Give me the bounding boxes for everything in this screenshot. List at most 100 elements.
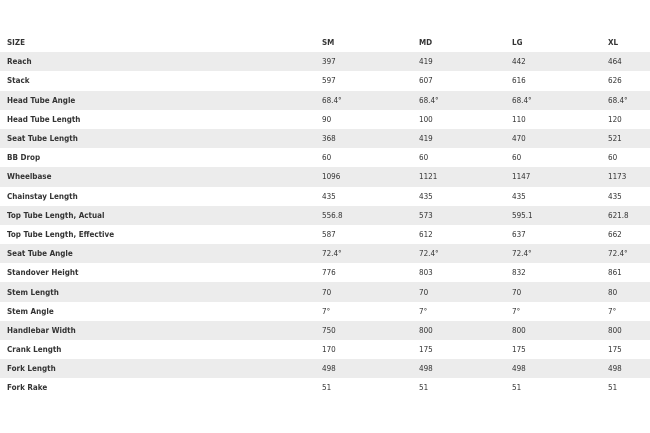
value-xl: 521: [608, 134, 622, 144]
row-label: Chainstay Length: [7, 191, 78, 201]
value-md: 70: [419, 287, 429, 297]
table-row: Head Tube Length 90 100 110 120: [0, 110, 650, 129]
table-row: Chainstay Length 435 435 435 435: [0, 187, 650, 206]
value-md: 419: [419, 57, 433, 67]
value-md: 175: [419, 345, 433, 355]
value-md: 68.4°: [419, 95, 439, 105]
value-sm: 435: [322, 191, 336, 201]
value-sm: 1096: [322, 172, 341, 182]
value-xl: 626: [608, 76, 622, 86]
table-row: Stack 597 607 616 626: [0, 71, 650, 90]
value-md: 803: [419, 268, 433, 278]
value-sm: 556.8: [322, 210, 343, 220]
value-lg: 68.4°: [512, 95, 532, 105]
value-md: 51: [419, 383, 429, 393]
value-lg: 1147: [512, 172, 531, 182]
value-lg: 72.4°: [512, 249, 532, 259]
value-xl: 120: [608, 114, 622, 124]
value-lg: 51: [512, 383, 522, 393]
value-xl: 861: [608, 268, 622, 278]
row-label: BB Drop: [7, 153, 41, 163]
value-lg: 637: [512, 229, 526, 239]
row-label: Seat Tube Length: [7, 134, 78, 144]
value-lg: 498: [512, 364, 526, 374]
table-row: Crank Length 170 175 175 175: [0, 340, 650, 359]
value-xl: 800: [608, 325, 622, 335]
header-xl: XL: [608, 38, 619, 48]
value-lg: 70: [512, 287, 522, 297]
value-sm: 72.4°: [322, 249, 342, 259]
row-label: Stack: [7, 76, 30, 86]
value-md: 7°: [419, 306, 428, 316]
table-row: Seat Tube Length 368 419 470 521: [0, 128, 650, 149]
row-label: Stem Length: [7, 287, 59, 297]
value-md: 607: [419, 76, 433, 86]
value-xl: 80: [608, 287, 618, 297]
header-md: MD: [419, 38, 433, 48]
value-sm: 51: [322, 383, 332, 393]
row-label: Standover Height: [7, 268, 79, 278]
value-xl: 662: [608, 229, 622, 239]
value-sm: 750: [322, 325, 336, 335]
value-lg: 60: [512, 153, 522, 163]
value-sm: 368: [322, 134, 336, 144]
table-row: Seat Tube Angle 72.4° 72.4° 72.4° 72.4°: [0, 244, 650, 264]
row-label: Head Tube Length: [7, 114, 81, 124]
value-md: 498: [419, 364, 433, 374]
value-sm: 587: [322, 229, 336, 239]
value-xl: 435: [608, 191, 622, 201]
table-row: Top Tube Length, Effective 587 612 637 662: [0, 225, 650, 244]
row-label: Top Tube Length, Actual: [7, 210, 105, 220]
row-label: Fork Rake: [7, 383, 48, 393]
value-xl: 60: [608, 153, 618, 163]
value-xl: 175: [608, 345, 622, 355]
value-md: 435: [419, 191, 433, 201]
value-lg: 175: [512, 345, 526, 355]
table-row: BB Drop 60 60 60 60: [0, 148, 650, 167]
table-row: Stem Angle 7° 7° 7° 7°: [0, 302, 650, 321]
value-md: 573: [419, 210, 433, 220]
table-row: Standover Height 776 803 832 861: [0, 263, 650, 282]
row-label: Head Tube Angle: [7, 95, 76, 105]
geometry-table: SIZE SM MD LG XL Reach 397 419 442 464 Stack 5…: [0, 33, 650, 398]
value-sm: 70: [322, 287, 332, 297]
value-lg: 442: [512, 57, 526, 67]
value-md: 800: [419, 325, 433, 335]
table-row: Top Tube Length, Actual 556.8 573 595.1 621.…: [0, 205, 650, 225]
header-sm: SM: [322, 38, 335, 48]
header-row: SIZE SM MD LG XL: [0, 33, 650, 52]
value-sm: 7°: [322, 306, 331, 316]
table-row: Stem Length 70 70 70 80: [0, 282, 650, 302]
value-xl: 72.4°: [608, 249, 628, 259]
value-lg: 435: [512, 191, 526, 201]
table-row: Handlebar Width 750 800 800 800: [0, 320, 650, 340]
value-lg: 595.1: [512, 210, 533, 220]
value-md: 60: [419, 153, 429, 163]
row-label: Seat Tube Angle: [7, 249, 73, 259]
value-sm: 60: [322, 153, 332, 163]
value-md: 612: [419, 229, 433, 239]
value-lg: 616: [512, 76, 526, 86]
value-xl: 498: [608, 364, 622, 374]
value-xl: 621.8: [608, 210, 629, 220]
table-row: Fork Rake 51 51 51 51: [0, 378, 650, 397]
value-xl: 464: [608, 57, 622, 67]
value-xl: 1173: [608, 172, 627, 182]
value-md: 419: [419, 134, 433, 144]
value-md: 100: [419, 114, 433, 124]
row-label: Stem Angle: [7, 306, 54, 316]
value-xl: 7°: [608, 306, 617, 316]
row-label: Reach: [7, 57, 32, 67]
value-sm: 170: [322, 345, 336, 355]
header-size: SIZE: [7, 38, 25, 48]
table-row: Head Tube Angle 68.4° 68.4° 68.4° 68.4°: [0, 90, 650, 110]
value-sm: 397: [322, 57, 336, 67]
table-row: Fork Length 498 498 498 498: [0, 359, 650, 379]
value-sm: 597: [322, 76, 336, 86]
value-sm: 776: [322, 268, 336, 278]
value-md: 1121: [419, 172, 438, 182]
value-lg: 470: [512, 134, 526, 144]
header-lg: LG: [512, 38, 523, 48]
value-sm: 498: [322, 364, 336, 374]
value-lg: 800: [512, 325, 526, 335]
